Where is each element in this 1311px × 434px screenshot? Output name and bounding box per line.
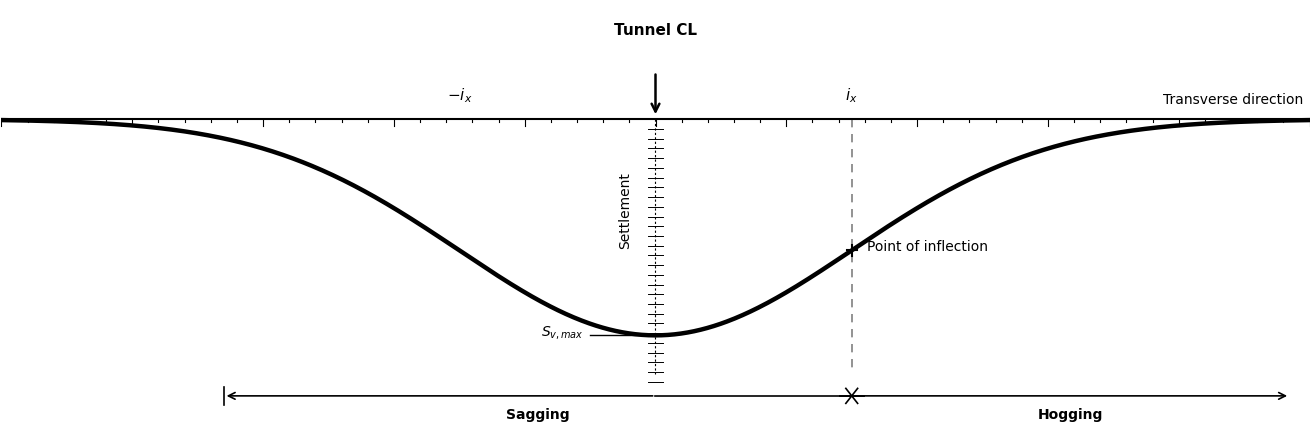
Text: Transverse direction: Transverse direction [1163,93,1303,107]
Text: Hogging: Hogging [1038,407,1104,421]
Text: Point of inflection: Point of inflection [868,240,988,253]
Text: Sagging: Sagging [506,407,569,421]
Text: Settlement: Settlement [617,172,632,249]
Text: Tunnel CL: Tunnel CL [614,23,697,38]
Text: $i_x$: $i_x$ [846,86,857,105]
Text: $-i_x$: $-i_x$ [447,86,472,105]
Text: $S_{v,max}$: $S_{v,max}$ [540,323,583,340]
